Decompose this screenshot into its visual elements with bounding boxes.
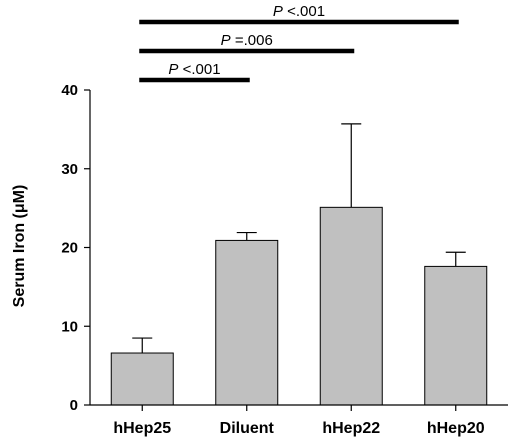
bar-hhep20 bbox=[424, 265, 488, 406]
y-tick-label: 0 bbox=[70, 397, 78, 414]
p-letter: P bbox=[273, 3, 283, 20]
significance-label: P <.001 bbox=[168, 61, 220, 78]
y-tick-label: 30 bbox=[61, 161, 78, 178]
p-value: =.006 bbox=[231, 32, 273, 49]
p-letter: P bbox=[221, 32, 231, 49]
p-letter: P bbox=[168, 61, 178, 78]
p-value: <.001 bbox=[178, 61, 220, 78]
bar-hhep22 bbox=[319, 206, 383, 406]
bar-hhep25 bbox=[110, 352, 174, 406]
y-tick-label: 20 bbox=[61, 240, 78, 257]
category-label-diluent: Diluent bbox=[220, 420, 275, 437]
category-label-hhep25: hHep25 bbox=[113, 420, 171, 437]
bar-diluent bbox=[215, 239, 279, 406]
significance-label: P <.001 bbox=[273, 3, 325, 20]
y-tick-label: 10 bbox=[61, 318, 78, 335]
category-label-hhep20: hHep20 bbox=[427, 420, 485, 437]
y-axis-title: Serum Iron (μM) bbox=[11, 185, 28, 308]
p-value: <.001 bbox=[283, 3, 325, 20]
significance-label: P =.006 bbox=[221, 32, 273, 49]
category-label-hhep22: hHep22 bbox=[322, 420, 380, 437]
axis-layer: 0 10 20 30 40 hHep25 Diluent hHep22 hHep20 bbox=[61, 82, 508, 437]
y-tick-label: 40 bbox=[61, 82, 78, 99]
bars-layer bbox=[110, 123, 488, 406]
